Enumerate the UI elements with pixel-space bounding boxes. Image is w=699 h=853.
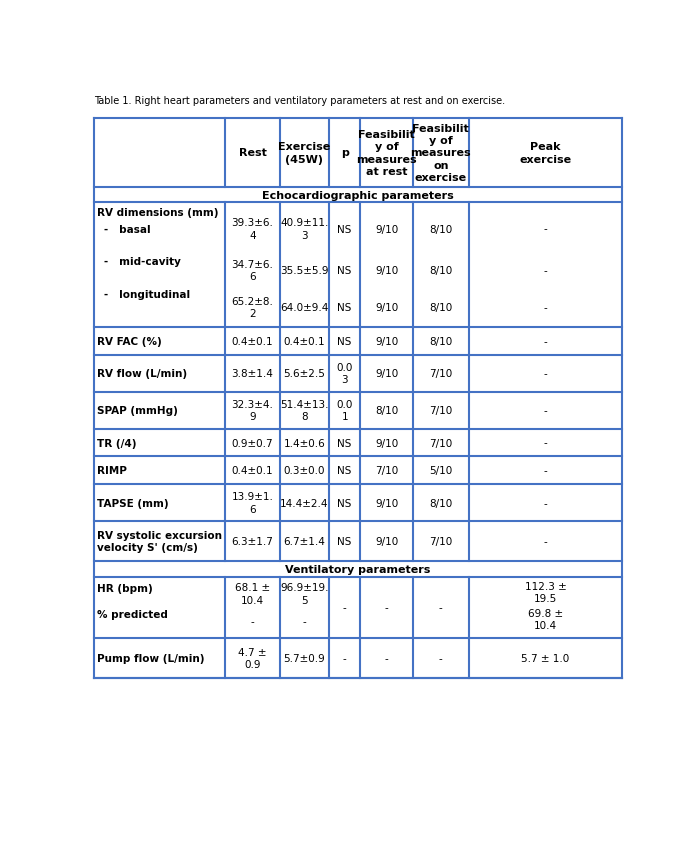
Text: RV dimensions (mm): RV dimensions (mm) — [96, 208, 218, 218]
Text: 8/10: 8/10 — [375, 406, 398, 415]
Text: 112.3 ±
19.5: 112.3 ± 19.5 — [524, 581, 566, 603]
Text: 9/10: 9/10 — [375, 498, 398, 508]
Text: -   longitudinal: - longitudinal — [104, 289, 191, 299]
Text: 4.7 ±
0.9: 4.7 ± 0.9 — [238, 647, 267, 670]
Text: 68.1 ±
10.4: 68.1 ± 10.4 — [235, 583, 270, 605]
Text: 8/10: 8/10 — [429, 337, 452, 346]
Text: RV flow (L/min): RV flow (L/min) — [96, 368, 187, 379]
Text: -: - — [343, 653, 347, 664]
Text: 0.9±0.7: 0.9±0.7 — [231, 438, 273, 448]
Text: HR (bpm): HR (bpm) — [96, 583, 152, 593]
Text: 39.3±6.
4: 39.3±6. 4 — [231, 218, 273, 241]
Text: -: - — [544, 224, 547, 235]
Text: NS: NS — [338, 438, 352, 448]
Text: TR (/4): TR (/4) — [96, 438, 136, 448]
Text: NS: NS — [338, 224, 352, 235]
Text: RV systolic excursion
velocity S' (cm/s): RV systolic excursion velocity S' (cm/s) — [96, 531, 222, 553]
Text: NS: NS — [338, 466, 352, 476]
Text: Rest: Rest — [238, 148, 266, 158]
Text: -: - — [544, 368, 547, 379]
Text: Feasibilit
y of
measures
at rest: Feasibilit y of measures at rest — [356, 130, 417, 177]
Text: -: - — [544, 406, 547, 415]
Text: NS: NS — [338, 303, 352, 313]
Text: 7/10: 7/10 — [375, 466, 398, 476]
Text: -: - — [384, 603, 389, 612]
Text: 5.7 ± 1.0: 5.7 ± 1.0 — [521, 653, 570, 664]
Text: 9/10: 9/10 — [375, 303, 398, 313]
Text: 65.2±8.
2: 65.2±8. 2 — [231, 297, 273, 319]
Text: SPAP (mmHg): SPAP (mmHg) — [96, 406, 178, 415]
Text: 8/10: 8/10 — [429, 303, 452, 313]
Text: 8/10: 8/10 — [429, 266, 452, 276]
Text: -   basal: - basal — [104, 224, 151, 235]
Text: 9/10: 9/10 — [375, 266, 398, 276]
Text: -: - — [303, 617, 306, 626]
Text: 7/10: 7/10 — [429, 438, 452, 448]
Text: -: - — [544, 438, 547, 448]
Text: 8/10: 8/10 — [429, 498, 452, 508]
Text: 9/10: 9/10 — [375, 438, 398, 448]
Text: Table 1. Right heart parameters and ventilatory parameters at rest and on exerci: Table 1. Right heart parameters and vent… — [94, 96, 505, 107]
Text: 0.0
1: 0.0 1 — [336, 399, 353, 422]
Text: 5.7±0.9: 5.7±0.9 — [284, 653, 325, 664]
Text: 1.4±0.6: 1.4±0.6 — [284, 438, 325, 448]
Text: NS: NS — [338, 537, 352, 547]
Text: 3.8±1.4: 3.8±1.4 — [231, 368, 273, 379]
Text: -: - — [544, 537, 547, 547]
Text: -: - — [250, 617, 254, 626]
Text: 0.0
3: 0.0 3 — [336, 363, 353, 385]
Text: 0.4±0.1: 0.4±0.1 — [231, 337, 273, 346]
Text: -: - — [343, 603, 347, 612]
Text: -: - — [439, 603, 442, 612]
Text: Exercise
(45W): Exercise (45W) — [278, 142, 331, 165]
Text: 69.8 ±
10.4: 69.8 ± 10.4 — [528, 608, 563, 630]
Text: 5/10: 5/10 — [429, 466, 452, 476]
Text: Peak
exercise: Peak exercise — [519, 142, 572, 165]
Text: RV FAC (%): RV FAC (%) — [96, 337, 161, 346]
Text: 34.7±6.
6: 34.7±6. 6 — [231, 259, 273, 282]
Text: 7/10: 7/10 — [429, 368, 452, 379]
Text: 64.0±9.4: 64.0±9.4 — [280, 303, 329, 313]
Text: -: - — [544, 466, 547, 476]
Text: 5.6±2.5: 5.6±2.5 — [283, 368, 325, 379]
Text: NS: NS — [338, 266, 352, 276]
Text: -: - — [544, 498, 547, 508]
Text: 35.5±5.9: 35.5±5.9 — [280, 266, 329, 276]
Text: -: - — [439, 653, 442, 664]
Text: 9/10: 9/10 — [375, 224, 398, 235]
Text: RIMP: RIMP — [96, 466, 127, 476]
Text: -   mid-cavity: - mid-cavity — [104, 257, 181, 267]
Text: 9/10: 9/10 — [375, 368, 398, 379]
Text: TAPSE (mm): TAPSE (mm) — [96, 498, 168, 508]
Text: 6.7±1.4: 6.7±1.4 — [283, 537, 325, 547]
Text: NS: NS — [338, 498, 352, 508]
Text: 0.4±0.1: 0.4±0.1 — [231, 466, 273, 476]
Text: 9/10: 9/10 — [375, 337, 398, 346]
Text: 7/10: 7/10 — [429, 537, 452, 547]
Text: 13.9±1.
6: 13.9±1. 6 — [231, 492, 273, 514]
Text: 0.3±0.0: 0.3±0.0 — [284, 466, 325, 476]
Text: Echocardiographic parameters: Echocardiographic parameters — [262, 190, 454, 200]
Text: 0.4±0.1: 0.4±0.1 — [284, 337, 325, 346]
Text: -: - — [544, 337, 547, 346]
Text: % predicted: % predicted — [96, 609, 168, 619]
Text: Feasibilit
y of
measures
on
exercise: Feasibilit y of measures on exercise — [410, 124, 471, 183]
Text: Ventilatory parameters: Ventilatory parameters — [285, 564, 431, 574]
Text: p: p — [340, 148, 349, 158]
Text: 7/10: 7/10 — [429, 406, 452, 415]
Text: -: - — [544, 303, 547, 313]
Text: 96.9±19.
5: 96.9±19. 5 — [280, 583, 329, 605]
Text: NS: NS — [338, 337, 352, 346]
Text: 9/10: 9/10 — [375, 537, 398, 547]
Text: 14.4±2.4: 14.4±2.4 — [280, 498, 329, 508]
Text: 51.4±13.
8: 51.4±13. 8 — [280, 399, 329, 422]
Text: 6.3±1.7: 6.3±1.7 — [231, 537, 273, 547]
Text: 40.9±11.
3: 40.9±11. 3 — [280, 218, 329, 241]
Text: -: - — [544, 266, 547, 276]
Text: Pump flow (L/min): Pump flow (L/min) — [96, 653, 204, 664]
Text: -: - — [384, 653, 389, 664]
Text: 8/10: 8/10 — [429, 224, 452, 235]
Text: 32.3±4.
9: 32.3±4. 9 — [231, 399, 273, 422]
